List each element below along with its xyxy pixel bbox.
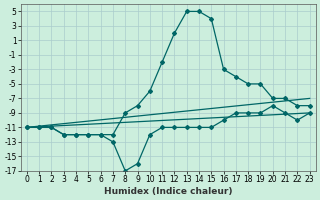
X-axis label: Humidex (Indice chaleur): Humidex (Indice chaleur) (104, 187, 233, 196)
